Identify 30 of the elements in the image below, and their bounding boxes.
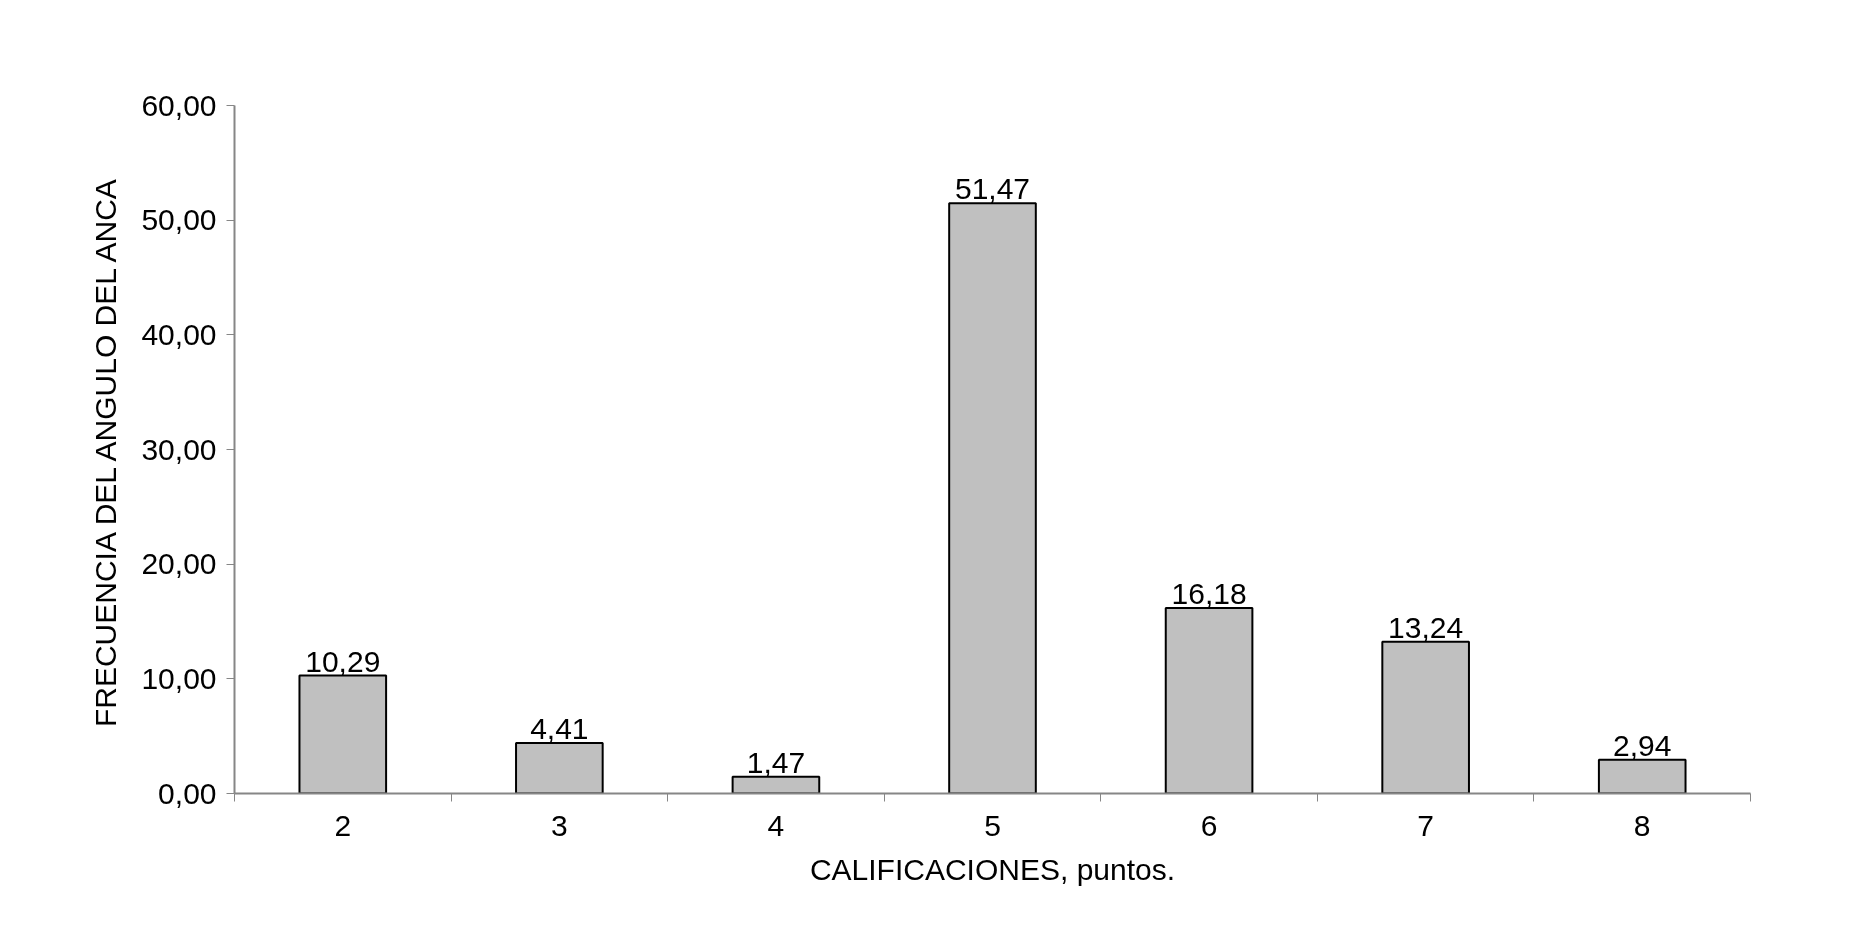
y-tick-label: 30,00: [141, 432, 217, 466]
bar: [1381, 640, 1470, 794]
bar: [515, 741, 604, 794]
x-tick-label: 8: [1633, 808, 1651, 842]
x-tick-label: 2: [334, 808, 352, 842]
bar: [731, 775, 821, 794]
data-label: 2,94: [1613, 728, 1672, 762]
bar: [298, 674, 388, 794]
data-label: 10,29: [305, 644, 381, 678]
y-tick-label: 50,00: [141, 203, 217, 237]
bar: [948, 202, 1037, 794]
y-tick-label: 0,00: [158, 776, 217, 810]
x-axis-title: CALIFICACIONES, puntos.: [809, 852, 1176, 886]
y-tick-label: 60,00: [141, 88, 217, 122]
x-tick-label: 5: [984, 808, 1001, 842]
y-axis-title: FRECUENCIA DEL ANGULO DEL ANCA: [89, 179, 123, 728]
data-label: 4,41: [530, 711, 589, 745]
bar: [1597, 758, 1687, 794]
x-tick-label: 7: [1417, 808, 1434, 842]
x-tick-label: 3: [551, 808, 568, 842]
data-label: 16,18: [1171, 576, 1247, 610]
bar: [1164, 606, 1254, 794]
y-tick-label: 10,00: [141, 661, 217, 695]
y-tick-label: 40,00: [141, 317, 217, 351]
x-tick-label: 4: [767, 808, 785, 842]
x-tick-label: 6: [1200, 808, 1218, 842]
data-label: 13,24: [1388, 610, 1464, 644]
data-label: 51,47: [954, 172, 1031, 206]
y-tick-label: 20,00: [141, 547, 217, 581]
data-label: 1,47: [746, 745, 806, 779]
